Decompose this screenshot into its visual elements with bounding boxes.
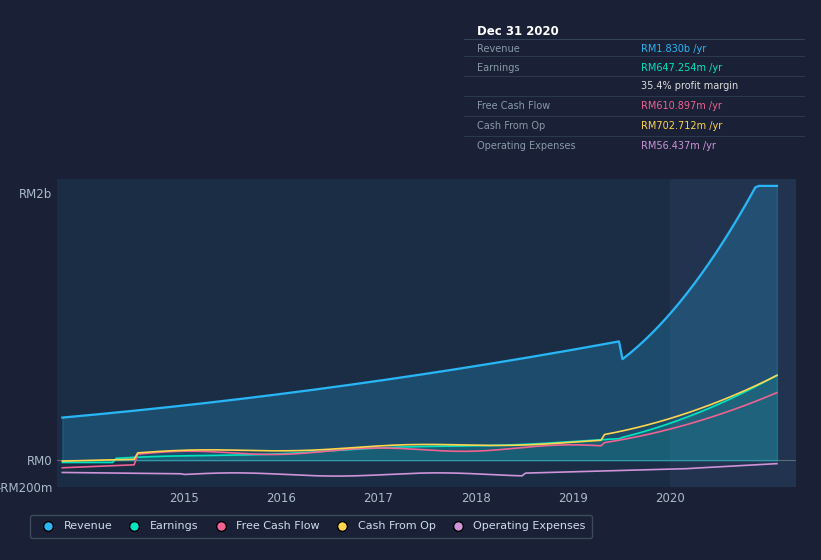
Text: RM702.712m /yr: RM702.712m /yr [641,122,722,132]
Bar [670,179,796,487]
Text: 35.4% profit margin: 35.4% profit margin [641,81,738,91]
Text: RM56.437m /yr: RM56.437m /yr [641,142,716,151]
Text: Dec 31 2020: Dec 31 2020 [478,25,559,38]
Legend: Revenue, Earnings, Free Cash Flow, Cash From Op, Operating Expenses: Revenue, Earnings, Free Cash Flow, Cash … [30,515,593,538]
Text: RM1.830b /yr: RM1.830b /yr [641,44,706,54]
Text: Earnings: Earnings [478,63,520,73]
Text: RM647.254m /yr: RM647.254m /yr [641,63,722,73]
Text: Free Cash Flow: Free Cash Flow [478,101,551,111]
Text: RM610.897m /yr: RM610.897m /yr [641,101,722,111]
Text: Cash From Op: Cash From Op [478,122,546,132]
Text: Revenue: Revenue [478,44,521,54]
Text: Operating Expenses: Operating Expenses [478,142,576,151]
